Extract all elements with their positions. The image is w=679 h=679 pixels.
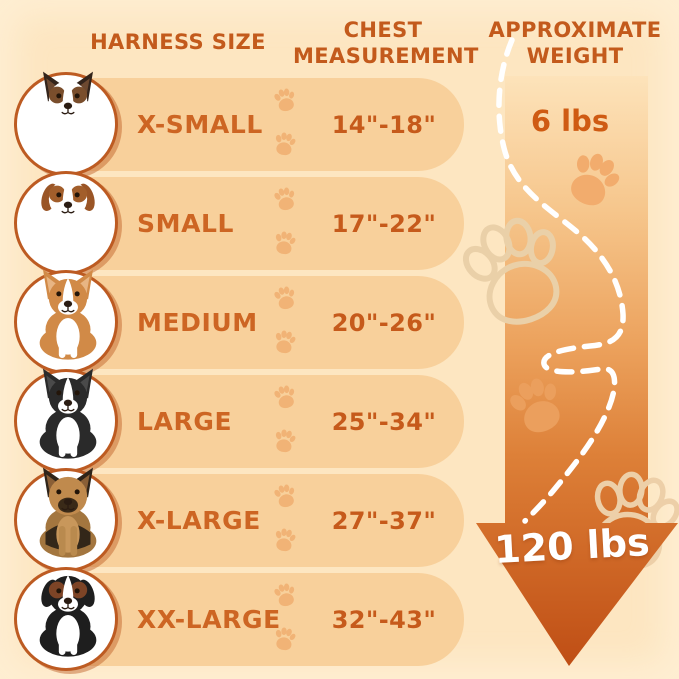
paw-icon — [272, 383, 299, 411]
chest-measurement-value: 32"-43" — [331, 606, 437, 634]
chest-header-line2: MEASUREMENT — [293, 44, 479, 68]
border-collie-dog-icon — [37, 367, 99, 460]
arrow-shaft — [505, 76, 648, 523]
size-label: MEDIUM — [137, 308, 258, 337]
max-weight-label: 120 lbs — [493, 519, 651, 573]
paw-icon — [272, 427, 298, 454]
paw-icon — [272, 284, 299, 312]
papillon-dog-icon — [37, 70, 99, 163]
paw-icon — [272, 526, 298, 553]
min-weight-label: 6 lbs — [530, 104, 610, 138]
paw-icon — [272, 86, 299, 114]
dog-photo-jack-russell — [14, 170, 118, 275]
paw-outline-icon — [453, 208, 578, 335]
weight-header-line2: WEIGHT — [526, 44, 624, 68]
bernese-mountain-dog-icon — [37, 566, 99, 658]
dog-photo-bernese — [14, 566, 118, 671]
size-label: SMALL — [137, 209, 235, 238]
german-shepherd-dog-icon — [37, 466, 99, 559]
harness-size-header: HARNESS SIZE — [90, 30, 266, 54]
paw-icon — [502, 370, 572, 441]
size-label: LARGE — [137, 407, 233, 436]
chest-measurement-value: 20"-26" — [331, 309, 437, 337]
chest-measurement-value: 17"-22" — [331, 210, 437, 238]
weight-header-line1: APPROXIMATE — [488, 18, 662, 42]
dog-photo-papillon — [14, 70, 118, 176]
jack-russell-dog-icon — [37, 170, 99, 262]
dog-photo-german-shepherd — [14, 466, 118, 572]
chest-header-line1: CHEST — [343, 18, 423, 42]
paw-icon — [272, 185, 299, 213]
approximate-weight-header: APPROXIMATE WEIGHT — [483, 17, 667, 69]
dog-photo-corgi — [14, 268, 118, 374]
paw-icon — [272, 581, 299, 609]
paw-icon — [272, 625, 298, 652]
corgi-dog-icon — [37, 268, 99, 361]
paw-icon — [272, 482, 299, 510]
chest-measurement-value: 25"-34" — [331, 408, 437, 436]
chest-measurement-value: 27"-37" — [331, 507, 437, 535]
paw-icon — [272, 229, 298, 256]
size-label: X-SMALL — [137, 110, 263, 139]
size-label: X-LARGE — [137, 506, 261, 535]
paw-icon — [272, 328, 298, 355]
size-label: XX-LARGE — [137, 605, 281, 634]
paw-icon — [559, 144, 628, 214]
chest-measurement-value: 14"-18" — [331, 111, 437, 139]
paw-icon — [272, 130, 298, 157]
chest-measurement-header: CHEST MEASUREMENT — [293, 17, 479, 69]
